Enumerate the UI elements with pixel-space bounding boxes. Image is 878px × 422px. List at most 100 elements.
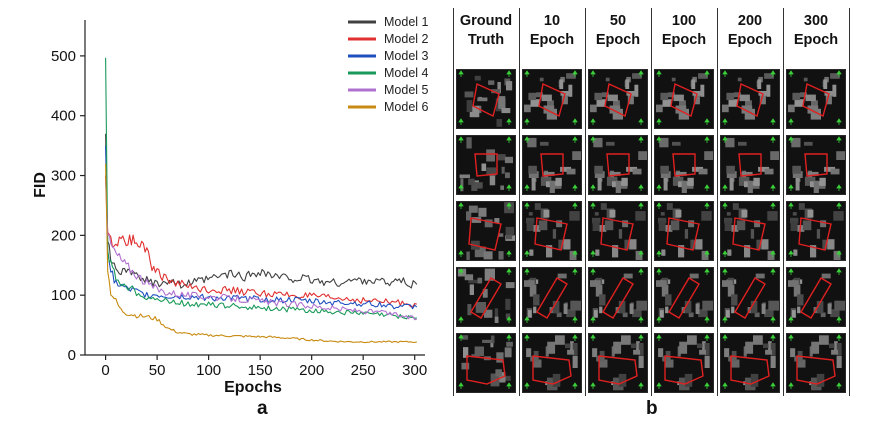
header-line-2: Epoch xyxy=(727,32,773,48)
header-line-1: 200 xyxy=(737,13,763,29)
y-tick-label: 100 xyxy=(51,287,76,304)
building-layout-icon xyxy=(458,334,513,389)
series-line-4 xyxy=(105,57,417,320)
header-line-2: Epoch xyxy=(595,32,641,48)
legend-entry: Model 2 xyxy=(384,32,429,46)
y-axis-title: FID xyxy=(32,172,49,198)
building-layout-icon xyxy=(590,334,644,391)
series-line-5 xyxy=(105,181,417,321)
column-separator xyxy=(519,8,520,396)
legend-entry: Model 5 xyxy=(384,83,429,97)
column-separator xyxy=(783,8,784,396)
x-tick-label: 250 xyxy=(351,362,376,379)
building-layout-icon xyxy=(458,136,513,192)
x-tick-label: 200 xyxy=(299,362,324,379)
map-tile xyxy=(588,333,648,393)
building-layout-icon xyxy=(590,268,647,323)
legend-entry: Model 3 xyxy=(384,49,429,63)
grid-column-header: 10 Epoch xyxy=(519,12,585,50)
building-layout-icon xyxy=(590,136,647,193)
building-layout-icon xyxy=(788,136,845,193)
map-tile xyxy=(522,135,582,195)
chart-legend: Model 1 Model 2 Model 3 Model 4 Model 5 Model… xyxy=(348,15,429,114)
series-line-2 xyxy=(105,175,417,308)
column-separator xyxy=(453,8,454,396)
building-layout-icon xyxy=(722,334,776,391)
x-ticks: 0 50 100 150 200 250 300 xyxy=(101,355,427,379)
building-layout-icon xyxy=(457,268,515,323)
building-layout-icon xyxy=(722,70,776,125)
building-layout-icon xyxy=(458,70,513,127)
building-layout-icon xyxy=(524,334,578,391)
map-tile xyxy=(456,333,516,393)
column-separator xyxy=(585,8,586,396)
building-layout-icon xyxy=(788,334,842,391)
x-tick-label: 150 xyxy=(248,362,273,379)
map-tile xyxy=(786,267,846,327)
map-tile xyxy=(456,135,516,195)
map-tile xyxy=(720,201,780,261)
building-layout-icon xyxy=(722,136,779,193)
map-tile xyxy=(720,267,780,327)
header-line-2: Epoch xyxy=(529,32,575,48)
epoch-comparison-grid: Ground Truth 10 Epoch 50 Epoch 100 Epoch 200 Epoc… xyxy=(453,8,853,398)
building-layout-icon xyxy=(524,202,580,260)
x-tick-label: 300 xyxy=(402,362,427,379)
grid-column-header: 50 Epoch xyxy=(585,12,651,50)
legend-entry: Model 6 xyxy=(384,100,429,114)
header-line-1: 10 xyxy=(543,13,561,29)
map-tile xyxy=(654,333,714,393)
map-tile xyxy=(654,69,714,129)
column-separator xyxy=(651,8,652,396)
map-tile xyxy=(522,69,582,129)
map-tile xyxy=(786,135,846,195)
map-tile xyxy=(588,69,648,129)
grid-column-header: 200 Epoch xyxy=(717,12,783,50)
building-layout-icon xyxy=(722,202,778,260)
y-tick-label: 200 xyxy=(51,227,76,244)
building-layout-icon xyxy=(788,70,842,125)
building-layout-icon xyxy=(656,136,713,193)
x-axis-title: Epochs xyxy=(224,379,282,396)
legend-entry: Model 4 xyxy=(384,66,429,80)
x-tick-label: 0 xyxy=(101,362,109,379)
header-line-2: Epoch xyxy=(793,32,839,48)
panel-label-b: b xyxy=(646,398,658,419)
panel-label-a: a xyxy=(257,398,268,419)
building-layout-icon xyxy=(524,70,578,125)
map-tile xyxy=(720,333,780,393)
map-tile xyxy=(522,201,582,261)
series-layer xyxy=(105,57,418,344)
building-layout-icon xyxy=(524,136,581,193)
y-tick-label: 300 xyxy=(51,168,76,185)
series-line-6 xyxy=(105,163,417,344)
map-tile xyxy=(588,267,648,327)
grid-column-header: 100 Epoch xyxy=(651,12,717,50)
header-line-1: Ground xyxy=(459,13,513,29)
y-tick-label: 400 xyxy=(51,108,76,125)
map-tile xyxy=(654,201,714,261)
map-tile xyxy=(786,201,846,261)
map-tile xyxy=(456,267,516,327)
map-tile xyxy=(522,333,582,393)
map-tile xyxy=(786,333,846,393)
building-layout-icon xyxy=(590,202,646,260)
map-tile xyxy=(786,69,846,129)
x-tick-label: 100 xyxy=(196,362,221,379)
series-line-3 xyxy=(105,145,418,310)
building-layout-icon xyxy=(656,70,710,125)
building-layout-icon xyxy=(722,268,779,323)
x-tick-label: 50 xyxy=(149,362,166,379)
building-layout-icon xyxy=(788,268,845,323)
map-tile xyxy=(588,135,648,195)
map-tile xyxy=(654,267,714,327)
header-line-2: Epoch xyxy=(661,32,707,48)
header-line-2: Truth xyxy=(467,32,505,48)
header-line-1: 50 xyxy=(609,13,627,29)
building-layout-icon xyxy=(788,202,844,260)
header-line-1: 300 xyxy=(803,13,829,29)
building-layout-icon xyxy=(590,70,644,125)
map-tile xyxy=(720,135,780,195)
header-line-1: 100 xyxy=(671,13,697,29)
y-tick-label: 0 xyxy=(68,347,76,364)
